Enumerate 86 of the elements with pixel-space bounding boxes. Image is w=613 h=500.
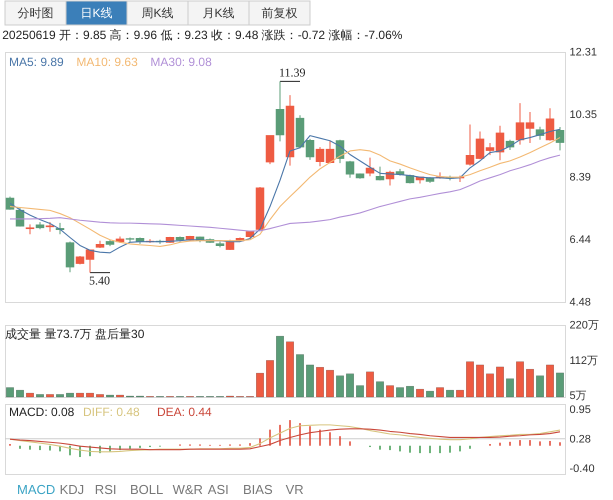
bar (46, 394, 54, 398)
annotation: MACD: 0.08 (9, 405, 75, 419)
bar (266, 360, 274, 398)
text: 前复权 (262, 6, 298, 20)
bar (356, 385, 364, 398)
bar (376, 381, 384, 398)
bar (26, 392, 34, 398)
text: BIAS (243, 482, 273, 497)
bar (256, 372, 264, 398)
bar (466, 361, 474, 398)
bar (326, 370, 334, 398)
bar (526, 368, 534, 398)
text: 月K线 (202, 6, 235, 20)
bar (496, 366, 504, 398)
bar (6, 387, 14, 398)
bar (276, 336, 284, 398)
y-tick-label: 5万 (570, 390, 587, 402)
text: W&R (172, 482, 203, 497)
bar (546, 364, 554, 398)
text: DIFF: 0.48 (83, 405, 140, 419)
bar (556, 372, 564, 398)
bar (56, 394, 64, 398)
line-series (9, 428, 561, 450)
bar (536, 375, 544, 398)
text: BOLL (130, 482, 164, 497)
y-tick-label: 10.35 (570, 109, 598, 122)
candlestick (366, 157, 374, 177)
line-series (9, 154, 561, 232)
bar (416, 388, 424, 398)
bar (476, 364, 484, 398)
bar (406, 386, 414, 398)
bar (486, 374, 494, 398)
bar (66, 392, 74, 398)
bar (96, 394, 104, 398)
candlestick (46, 222, 54, 232)
bar (36, 394, 44, 398)
text: MA5: 9.89 (9, 55, 64, 69)
text: 分时图 (18, 6, 54, 20)
candlestick (66, 241, 74, 273)
candlestick (226, 239, 234, 250)
y-tick-label: 220万 (570, 320, 599, 332)
bar (366, 372, 374, 398)
text: MA30: 9.08 (150, 55, 212, 69)
bar (306, 364, 314, 398)
candlestick (376, 166, 384, 181)
y-tick-label: 8.39 (570, 172, 591, 184)
y-tick-label: 4.48 (570, 296, 591, 308)
text: RSI (94, 482, 116, 497)
text: 日K线 (80, 6, 113, 20)
bar (436, 387, 444, 398)
bar (316, 366, 324, 398)
candlestick (16, 208, 24, 228)
chart-title: 成交量 量73.7万 盘后量30 (5, 327, 145, 341)
bar (446, 390, 454, 398)
text: MA10: 9.63 (76, 55, 138, 69)
text: VR (286, 482, 304, 497)
bar (286, 341, 294, 398)
bar (16, 390, 24, 398)
text: 周K线 (141, 6, 174, 20)
y-tick-label: 6.44 (570, 234, 591, 246)
y-tick-label: 12.31 (570, 46, 598, 58)
bar (346, 374, 354, 398)
bar (396, 387, 404, 398)
bar (86, 392, 94, 398)
bar (76, 392, 84, 398)
chart-title: 20250619 开：9.85 高：9.96 低：9.23 收：9.48 涨跌：-0.72 涨幅：-7.06% (2, 28, 403, 42)
text: ASI (208, 482, 229, 497)
bar (336, 375, 344, 398)
text: DEA: 0.44 (157, 405, 212, 419)
y-tick-label: 0.95 (570, 404, 591, 416)
y-tick-label: 112万 (570, 354, 598, 367)
bar (386, 385, 394, 398)
bar (456, 390, 464, 398)
y-tick-label: 0.28 (570, 433, 591, 446)
candlestick (556, 126, 564, 151)
bar (516, 361, 524, 398)
y-tick-label: -0.40 (570, 462, 595, 475)
text: MACD (17, 482, 56, 497)
bar (296, 354, 304, 398)
bar (426, 390, 434, 398)
annotation: 5.40 (89, 274, 110, 288)
annotation: 11.39 (279, 65, 306, 80)
candlestick (26, 224, 34, 235)
text: KDJ (60, 482, 84, 497)
candlestick (546, 108, 554, 142)
bar (506, 378, 514, 398)
